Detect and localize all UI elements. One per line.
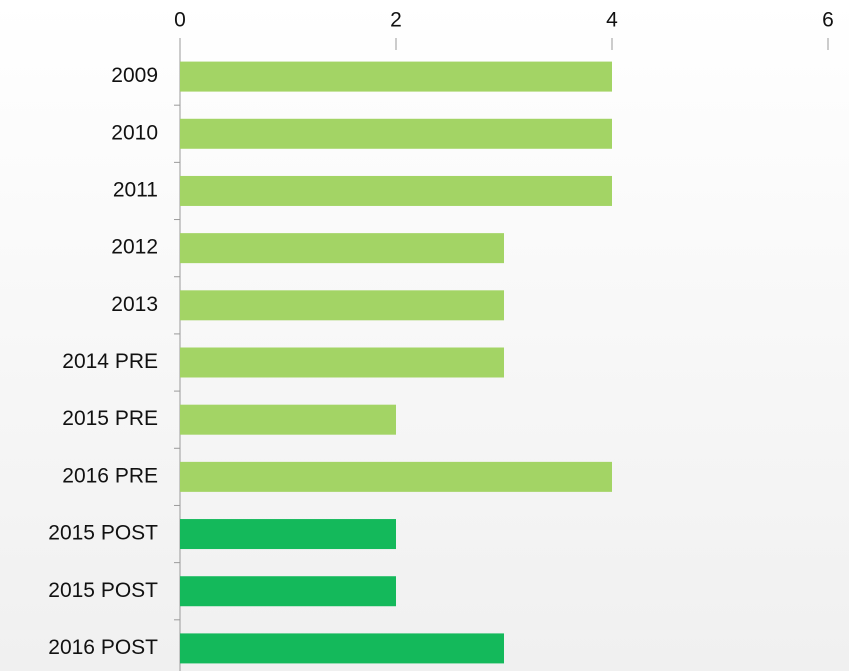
- y-tick-label: 2014 PRE: [62, 350, 158, 373]
- bar: [180, 633, 504, 664]
- bar: [180, 347, 504, 378]
- bar: [180, 118, 612, 149]
- y-tick-label: 2015 PRE: [62, 407, 158, 430]
- y-tick-label: 2015 POST: [48, 579, 158, 602]
- bar: [180, 404, 396, 435]
- y-tick-label: 2009: [111, 64, 158, 87]
- bar: [180, 61, 612, 92]
- y-tick-label: 2011: [113, 179, 158, 202]
- bar: [180, 519, 396, 550]
- y-tick-label: 2016 PRE: [62, 464, 158, 487]
- y-tick-label: 2010: [111, 121, 158, 144]
- bar: [180, 290, 504, 321]
- x-tick-label: 0: [174, 9, 186, 32]
- y-tick-label: 2016 POST: [48, 636, 158, 659]
- y-tick-label: 2013: [111, 293, 158, 316]
- x-tick-label: 2: [390, 9, 402, 32]
- x-tick-label: 6: [822, 9, 834, 32]
- y-tick-label: 2015 POST: [48, 522, 158, 545]
- bar: [180, 175, 612, 206]
- bar: [180, 461, 612, 492]
- bar: [180, 233, 504, 264]
- x-tick-label: 4: [606, 9, 618, 32]
- bar: [180, 576, 396, 607]
- y-tick-label: 2012: [111, 236, 158, 259]
